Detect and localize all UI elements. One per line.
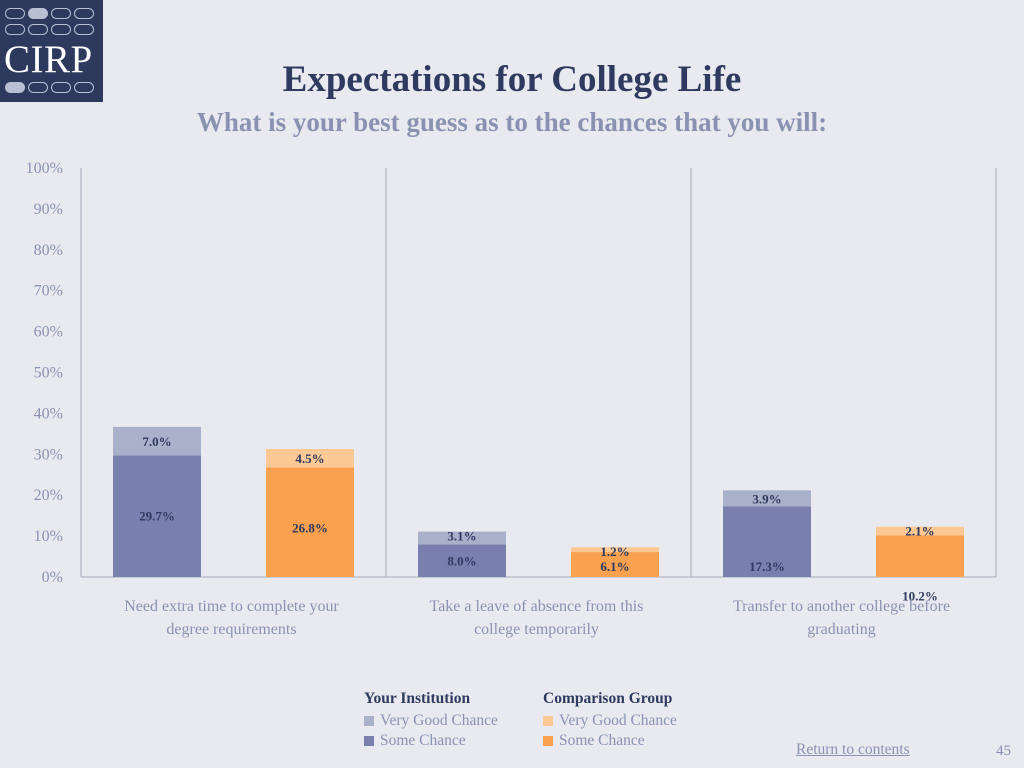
legend-title: Comparison Group: [543, 690, 673, 707]
bar-segment: [876, 526, 964, 536]
legend-label: Some Chance: [559, 732, 645, 749]
data-label: 2.1%: [905, 524, 934, 539]
bar-segment: [723, 490, 811, 507]
legend-label: Very Good Chance: [559, 712, 677, 729]
y-tick-label: 0%: [42, 569, 63, 586]
logo-text: CIRP: [4, 38, 93, 81]
data-label: 10.2%: [902, 588, 938, 603]
bar-segment: [571, 552, 659, 577]
bar-segment: [418, 531, 506, 545]
bar-segment: [571, 547, 659, 553]
logo-ovals-bottom: [5, 82, 101, 93]
y-tick-label: 70%: [34, 283, 63, 300]
x-tick-label: college temporarily: [474, 621, 599, 638]
x-tick-label: Take a leave of absence from this: [430, 598, 644, 615]
legend-item: Very Good Chance: [543, 711, 677, 731]
legend-label: Very Good Chance: [380, 712, 498, 729]
data-label: 4.5%: [295, 451, 324, 466]
x-tick-label: graduating: [807, 621, 875, 638]
data-label: 1.2%: [600, 544, 629, 559]
page-number: 45: [996, 743, 1011, 759]
logo-ovals-top: [5, 8, 101, 19]
bar-segment: [266, 448, 354, 468]
legend-label: Some Chance: [380, 732, 466, 749]
y-tick-label: 20%: [34, 487, 63, 504]
bar-segment: [266, 467, 354, 577]
y-tick-label: 80%: [34, 242, 63, 259]
x-tick-label: Need extra time to complete your: [124, 598, 339, 615]
data-label: 29.7%: [139, 509, 175, 524]
data-label: 17.3%: [749, 559, 785, 574]
data-label: 6.1%: [600, 559, 629, 574]
logo-ovals-middle: [5, 24, 101, 35]
bar-segment: [876, 535, 964, 577]
legend-swatch: [364, 736, 374, 746]
y-tick-label: 90%: [34, 201, 63, 218]
page-title: Expectations for College Life: [282, 59, 742, 100]
page-subtitle: What is your best guess as to the chance…: [196, 107, 828, 137]
bar-segment: [113, 455, 201, 577]
legend-your-institution: Your Institution Very Good Chance Some C…: [364, 690, 498, 751]
data-label: 26.8%: [292, 520, 328, 535]
legend-title: Your Institution: [364, 690, 471, 707]
cirp-logo: CIRP: [0, 0, 103, 102]
data-label: 8.0%: [447, 554, 476, 569]
y-tick-label: 40%: [34, 405, 63, 422]
y-tick-label: 10%: [34, 528, 63, 545]
legend-swatch: [543, 716, 553, 726]
y-tick-label: 60%: [34, 324, 63, 341]
y-tick-label: 30%: [34, 446, 63, 463]
bar-segment: [418, 544, 506, 577]
legend-item: Very Good Chance: [364, 711, 498, 731]
x-tick-label: Transfer to another college before: [733, 598, 950, 615]
bar-segment: [113, 426, 201, 456]
data-label: 3.1%: [447, 529, 476, 544]
legend-item: Some Chance: [364, 731, 498, 751]
data-label: 3.9%: [752, 491, 781, 506]
y-tick-label: 100%: [26, 160, 63, 177]
bar-segment: [723, 506, 811, 577]
y-tick-label: 50%: [34, 365, 63, 382]
legend-comparison-group: Comparison Group Very Good Chance Some C…: [543, 690, 677, 751]
legend-swatch: [364, 716, 374, 726]
return-to-contents-link[interactable]: Return to contents: [796, 741, 910, 758]
data-label: 7.0%: [142, 434, 171, 449]
legend-swatch: [543, 736, 553, 746]
legend-item: Some Chance: [543, 731, 677, 751]
x-tick-label: degree requirements: [166, 621, 296, 638]
